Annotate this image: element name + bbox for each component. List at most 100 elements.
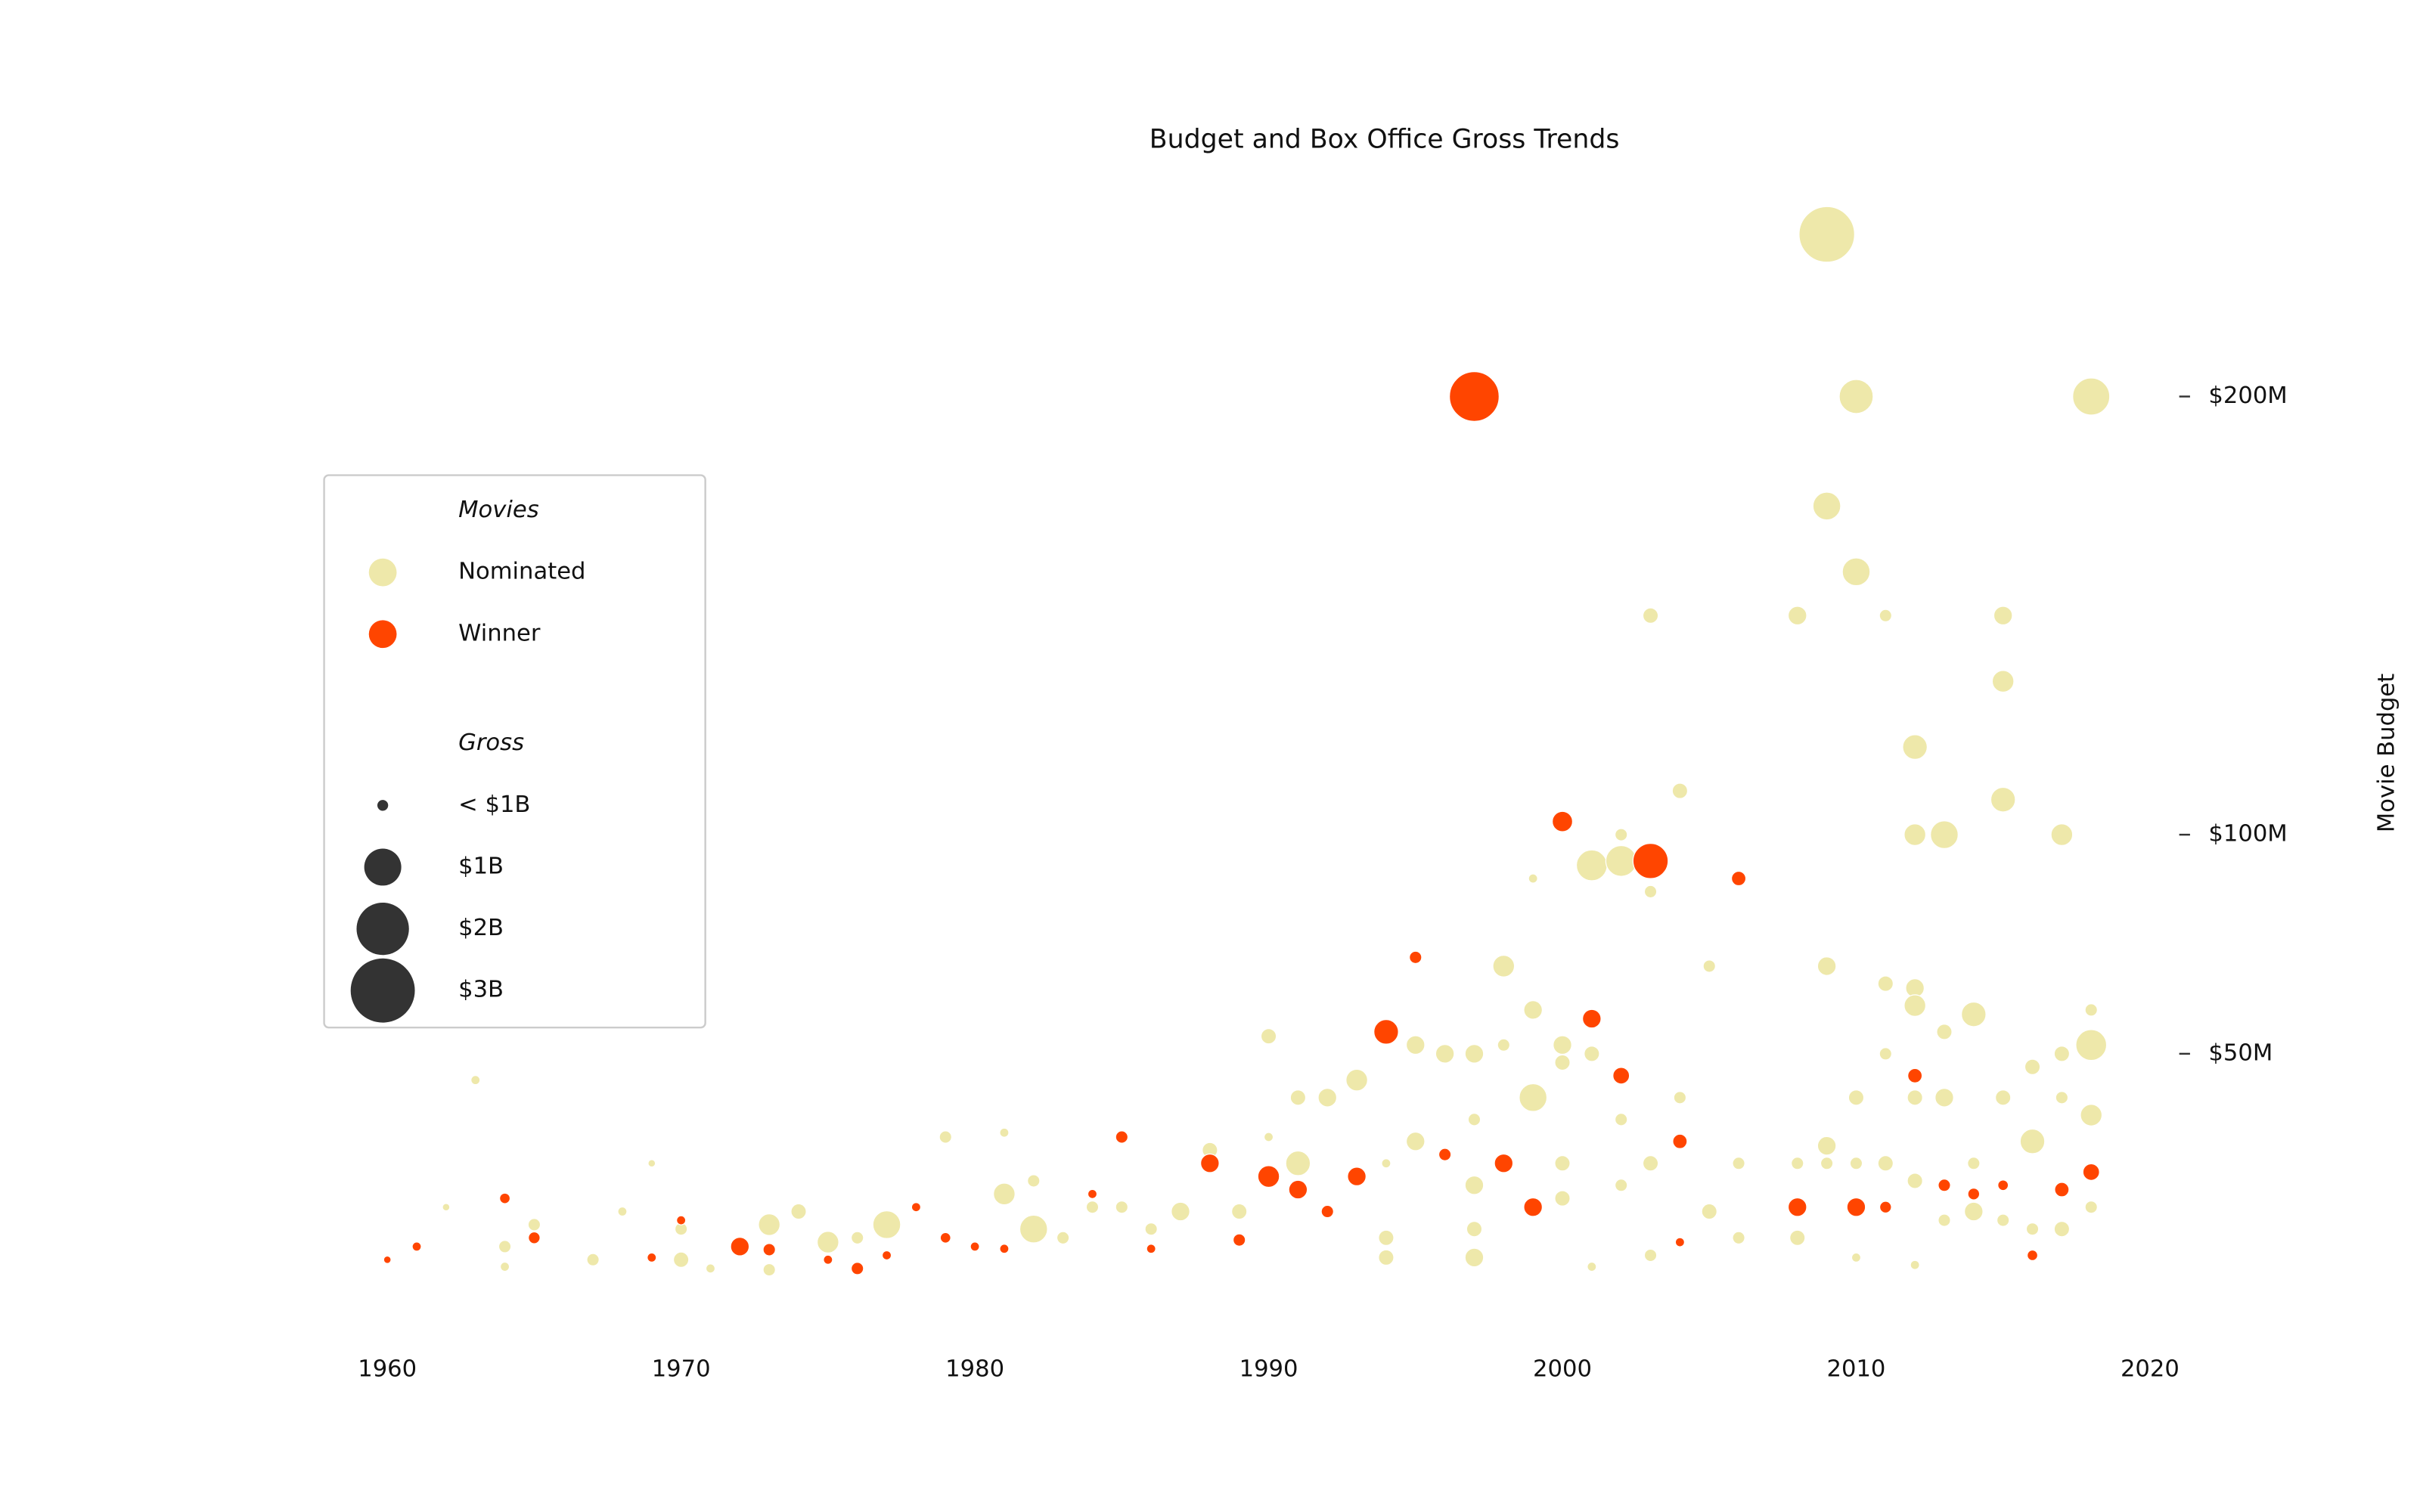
bubble [939,1130,952,1144]
bubble [1701,1203,1717,1220]
bubble [498,1240,512,1253]
bubble [1289,1089,1307,1106]
bubble [1232,1233,1246,1247]
bubble [1642,607,1659,624]
bubble [647,1252,657,1263]
bubble [1405,1131,1426,1151]
bubble [1378,1229,1395,1247]
size-legend-marker [356,902,409,956]
bubble [970,1241,980,1252]
bubble [1449,371,1500,422]
bubble [1990,786,2016,813]
size-legend-title: Gross [458,730,524,756]
bubble [1997,1179,2009,1191]
bubble [1345,1068,1368,1092]
bubble [762,1243,776,1256]
bubble [1671,782,1689,799]
bubble [1494,1153,1514,1173]
legend-marker [368,620,397,649]
bubble [2084,1201,2098,1214]
bubble [823,1254,833,1265]
bubble [1938,1179,1951,1192]
bubble [2080,1104,2103,1126]
bubble [1115,1201,1129,1214]
bubble [528,1231,541,1244]
bubble [1787,606,1807,626]
bubble [2026,1249,2039,1262]
bubble [1642,1155,1659,1172]
bubble [1584,1046,1600,1062]
bubble [1528,873,1538,884]
bubble [730,1237,750,1256]
legend-title: Movies [458,497,539,523]
bubble [1960,1001,1987,1027]
bubble [816,1231,839,1253]
y-tick-label: $50M [2208,1040,2273,1066]
bubble [1554,1155,1571,1172]
bubble [1820,1157,1834,1170]
y-tick-label: $100M [2208,821,2287,847]
bubble [1930,820,1959,850]
x-tick-label: 1970 [652,1356,711,1383]
bubble [1817,956,1837,976]
bubble [2082,1163,2100,1181]
bubble [647,1159,656,1168]
bubble [1936,1024,1953,1040]
bubble [1146,1244,1156,1254]
bubble [1317,1087,1338,1108]
legend-label: Nominated [458,559,585,585]
size-legend-label: $1B [458,853,504,879]
bubble [672,1251,690,1268]
size-legend-marker [377,800,389,811]
bubble [2025,1222,2040,1236]
bubble [2084,1003,2098,1017]
bubble [1993,606,2013,626]
bubble [1643,1248,1658,1263]
bubble [1730,870,1747,887]
bubble [999,1127,1010,1138]
y-tick-label: $200M [2208,383,2287,409]
bubble [1144,1222,1158,1236]
bubble [850,1262,864,1275]
bubble [1320,1204,1334,1219]
bubble [1466,1221,1483,1238]
bubble [2053,1221,2071,1238]
bubble [1435,1044,1455,1064]
bubble [1587,1261,1597,1272]
bubble [1523,1000,1544,1020]
x-tick-label: 2000 [1533,1356,1592,1383]
bubble [1519,1083,1548,1112]
legend-box [323,474,706,1029]
bubble [1672,1133,1688,1149]
bubble [1373,1019,1399,1045]
bubble [2055,1091,2069,1105]
bubble [911,1202,922,1213]
size-legend-marker [350,958,415,1023]
bubble [1851,1252,1862,1263]
x-tick-label: 2020 [2121,1356,2180,1383]
bubble [872,1210,901,1239]
bubble [2024,1058,2041,1075]
bubble [1879,609,1893,623]
bubble [617,1206,628,1217]
size-legend-label: < $1B [458,792,530,818]
bubble [1381,1158,1392,1169]
legend-label: Winner [458,620,541,646]
bubble [1087,1188,1098,1199]
bubble [1903,823,1927,846]
chart-title: Budget and Box Office Gross Trends [1150,125,1620,155]
bubble [1288,1179,1308,1200]
bubble [1877,1155,1894,1172]
bubble [1464,1175,1485,1195]
x-tick-label: 2010 [1827,1356,1886,1383]
bubble [1907,1089,1923,1106]
bubble [1553,1035,1572,1055]
bubble [1674,1237,1685,1247]
bubble [1523,1197,1544,1217]
x-tick-label: 1980 [945,1356,1004,1383]
bubble [1732,1157,1745,1170]
bubble [586,1253,600,1267]
bubble [1789,1229,1806,1247]
bubble [1438,1148,1452,1161]
legend-marker [368,558,397,587]
